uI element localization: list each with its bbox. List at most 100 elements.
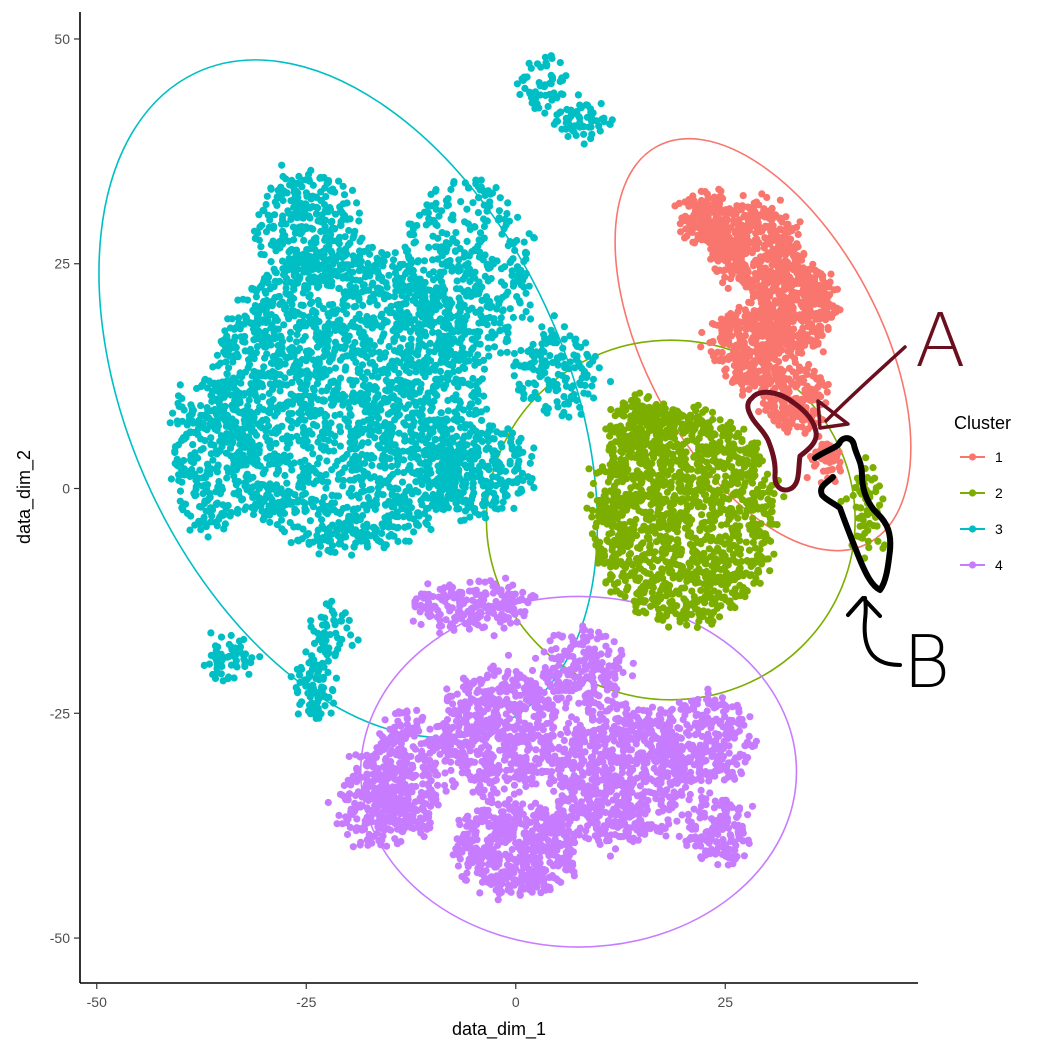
data-point <box>271 277 279 285</box>
data-point <box>303 475 311 484</box>
data-point <box>610 503 618 511</box>
data-point <box>813 375 821 383</box>
data-point <box>286 452 294 460</box>
data-point <box>677 545 686 553</box>
data-point <box>636 475 645 483</box>
data-point <box>784 294 792 302</box>
data-point <box>720 505 728 513</box>
data-point <box>647 442 655 450</box>
data-point <box>715 613 724 621</box>
data-point <box>305 540 313 548</box>
data-point <box>639 582 647 591</box>
data-point <box>379 333 387 341</box>
data-point <box>698 328 706 337</box>
data-point <box>796 218 804 226</box>
data-point <box>773 327 781 335</box>
data-point <box>721 273 729 281</box>
data-point <box>728 526 737 534</box>
data-point <box>651 409 659 417</box>
data-point <box>373 284 381 293</box>
data-point <box>725 495 733 503</box>
data-point <box>295 409 303 417</box>
data-point <box>778 404 787 412</box>
data-point <box>347 485 356 493</box>
data-point <box>234 296 242 304</box>
data-point <box>689 548 697 556</box>
data-point <box>769 249 777 257</box>
data-point <box>781 261 789 270</box>
data-point <box>750 259 758 267</box>
data-point <box>290 459 298 467</box>
data-point <box>704 450 712 458</box>
data-point <box>260 341 268 349</box>
data-point <box>325 301 333 309</box>
data-point <box>265 389 273 398</box>
data-point <box>729 210 737 218</box>
data-point <box>803 370 811 378</box>
data-point <box>710 508 718 516</box>
data-point <box>792 295 800 303</box>
data-point <box>671 543 679 552</box>
data-point <box>672 587 681 595</box>
data-point <box>717 521 726 529</box>
data-point <box>726 597 734 605</box>
data-point <box>407 429 415 437</box>
data-point <box>287 424 295 432</box>
data-point <box>709 499 717 507</box>
data-point <box>737 246 745 254</box>
data-point <box>368 461 376 469</box>
data-point <box>658 443 667 451</box>
data-point <box>357 257 365 265</box>
data-point <box>788 380 796 388</box>
data-point <box>444 407 452 415</box>
data-point <box>858 512 866 520</box>
data-point <box>306 300 315 308</box>
data-point <box>382 398 390 406</box>
data-point <box>824 313 832 321</box>
data-point <box>741 332 750 340</box>
data-point <box>809 260 817 268</box>
data-point <box>836 467 845 475</box>
data-point <box>701 599 709 607</box>
data-point <box>758 553 766 561</box>
data-point <box>370 296 378 304</box>
data-point <box>673 522 681 530</box>
data-point <box>807 298 816 306</box>
data-point <box>735 531 743 539</box>
data-point <box>585 465 593 473</box>
data-point <box>272 470 280 478</box>
data-point <box>365 486 373 494</box>
data-point <box>337 540 345 548</box>
data-point <box>361 318 369 326</box>
data-point <box>302 506 310 514</box>
data-point <box>780 493 788 501</box>
data-point <box>399 335 407 343</box>
data-point <box>234 314 243 322</box>
data-point <box>747 496 756 504</box>
data-point <box>722 365 730 373</box>
data-point <box>869 464 877 472</box>
data-point <box>693 623 702 632</box>
data-point <box>739 572 747 580</box>
data-point <box>272 439 280 447</box>
data-point <box>708 320 717 328</box>
data-point <box>480 392 488 400</box>
data-point <box>798 366 807 374</box>
data-point <box>393 413 401 421</box>
data-point <box>819 467 828 475</box>
data-point <box>761 234 769 242</box>
data-point <box>782 416 790 424</box>
data-point <box>799 303 807 311</box>
data-point <box>786 410 795 418</box>
data-point <box>639 431 647 439</box>
data-point <box>617 459 625 467</box>
data-point <box>729 348 738 357</box>
data-point <box>758 327 766 335</box>
data-point <box>355 267 363 275</box>
data-point <box>245 396 253 404</box>
data-point <box>709 253 717 261</box>
data-point <box>733 202 741 210</box>
data-point <box>352 517 360 525</box>
data-point <box>788 419 796 428</box>
data-point <box>648 468 656 476</box>
